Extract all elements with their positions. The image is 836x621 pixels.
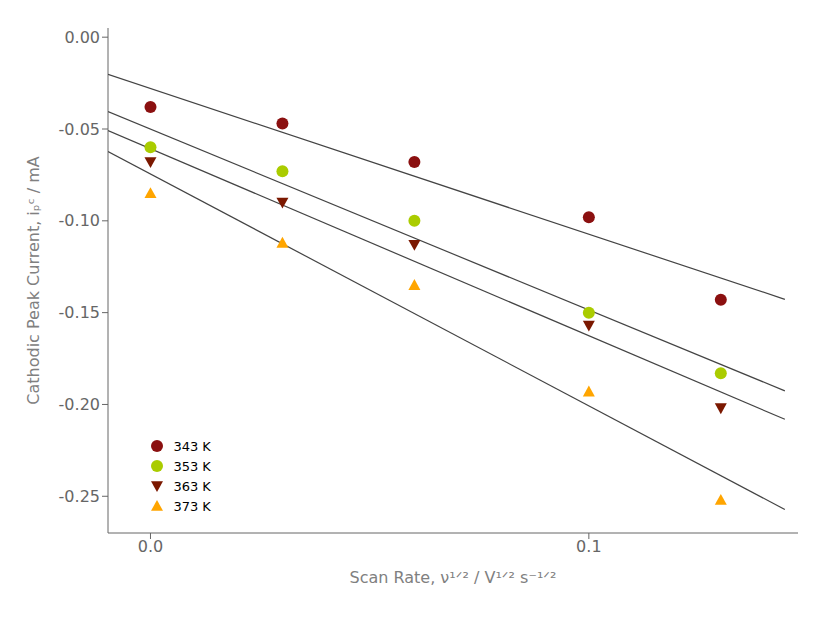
html-text:373 K: 373 K <box>173 498 211 514</box>
svg-text:-0.15: -0.15 <box>59 303 100 322</box>
html-text:343 K: 343 K <box>173 438 211 454</box>
html-text:353 K: 353 K <box>173 458 211 474</box>
svg-text:0.0: 0.0 <box>138 537 163 556</box>
svg-text:0.1: 0.1 <box>576 537 601 556</box>
svg-text:Cathodic Peak Current, iₚᶜ / m: Cathodic Peak Current, iₚᶜ / mA <box>24 156 43 404</box>
html-text:363 K: 363 K <box>173 478 211 494</box>
svg-text:-0.10: -0.10 <box>59 211 100 230</box>
svg-text:-0.05: -0.05 <box>59 120 100 139</box>
svg-text:-0.20: -0.20 <box>59 395 100 414</box>
svg-text:0.00: 0.00 <box>64 28 100 47</box>
svg-text:Scan Rate, ν¹ᐟ² / V¹ᐟ² s⁻¹ᐟ²: Scan Rate, ν¹ᐟ² / V¹ᐟ² s⁻¹ᐟ² <box>350 568 557 587</box>
svg-text:-0.25: -0.25 <box>59 487 100 506</box>
